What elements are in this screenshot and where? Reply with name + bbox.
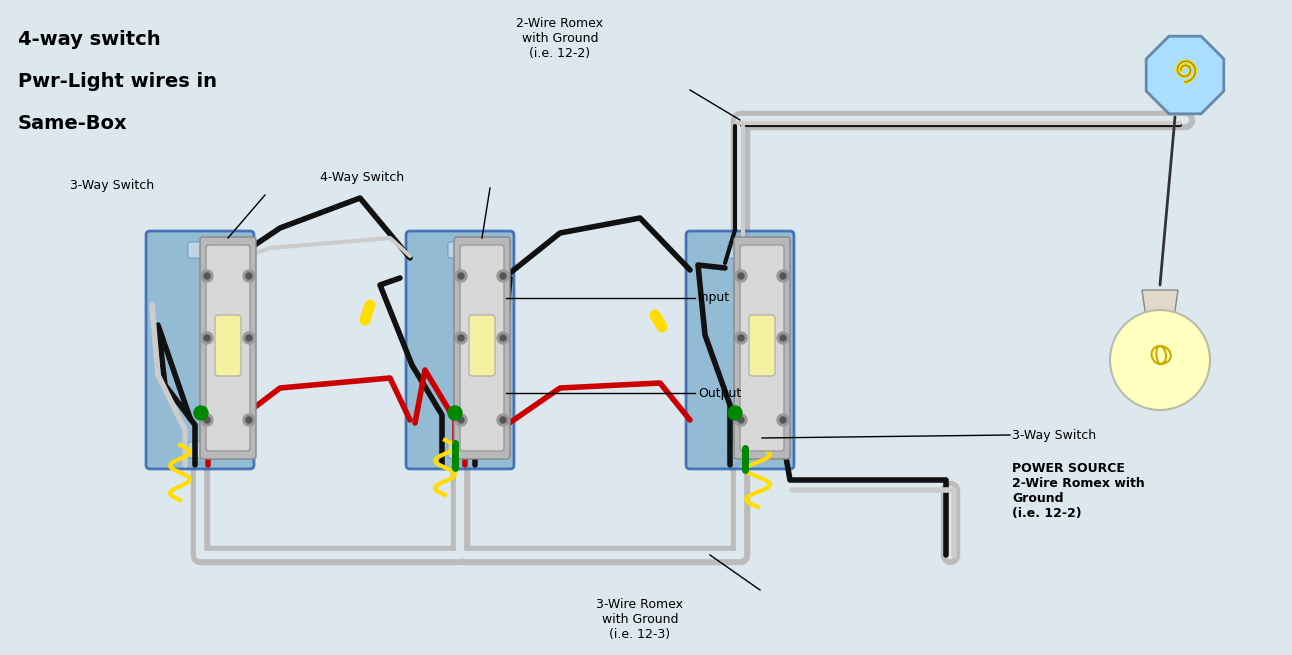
Circle shape bbox=[738, 273, 744, 279]
Circle shape bbox=[245, 273, 252, 279]
Circle shape bbox=[457, 335, 464, 341]
Circle shape bbox=[245, 335, 252, 341]
Circle shape bbox=[780, 335, 786, 341]
Circle shape bbox=[776, 332, 789, 344]
Circle shape bbox=[727, 406, 742, 420]
Circle shape bbox=[243, 332, 255, 344]
Circle shape bbox=[497, 270, 509, 282]
FancyBboxPatch shape bbox=[448, 442, 472, 458]
FancyBboxPatch shape bbox=[189, 442, 212, 458]
FancyBboxPatch shape bbox=[146, 231, 255, 469]
Circle shape bbox=[735, 270, 747, 282]
Circle shape bbox=[202, 414, 213, 426]
Circle shape bbox=[497, 332, 509, 344]
Circle shape bbox=[194, 406, 208, 420]
Circle shape bbox=[738, 335, 744, 341]
FancyBboxPatch shape bbox=[205, 245, 249, 451]
Circle shape bbox=[457, 273, 464, 279]
Circle shape bbox=[204, 417, 211, 423]
FancyBboxPatch shape bbox=[749, 315, 775, 376]
FancyBboxPatch shape bbox=[734, 237, 789, 459]
FancyBboxPatch shape bbox=[448, 242, 472, 258]
FancyBboxPatch shape bbox=[453, 237, 510, 459]
Circle shape bbox=[776, 414, 789, 426]
FancyBboxPatch shape bbox=[214, 315, 242, 376]
Circle shape bbox=[500, 273, 506, 279]
FancyBboxPatch shape bbox=[406, 231, 514, 469]
Circle shape bbox=[1110, 310, 1211, 410]
FancyBboxPatch shape bbox=[686, 231, 795, 469]
Circle shape bbox=[243, 414, 255, 426]
Circle shape bbox=[735, 414, 747, 426]
Text: Input: Input bbox=[698, 291, 730, 305]
Text: 4-Way Switch: 4-Way Switch bbox=[320, 172, 404, 185]
Circle shape bbox=[448, 406, 463, 420]
Circle shape bbox=[204, 335, 211, 341]
Circle shape bbox=[780, 273, 786, 279]
Circle shape bbox=[202, 270, 213, 282]
Circle shape bbox=[204, 273, 211, 279]
FancyBboxPatch shape bbox=[469, 315, 495, 376]
Text: 3-Way Switch: 3-Way Switch bbox=[70, 179, 154, 191]
FancyBboxPatch shape bbox=[727, 442, 752, 458]
FancyBboxPatch shape bbox=[189, 242, 212, 258]
Circle shape bbox=[245, 417, 252, 423]
Circle shape bbox=[243, 270, 255, 282]
FancyBboxPatch shape bbox=[740, 245, 784, 451]
Circle shape bbox=[202, 332, 213, 344]
Text: Same-Box: Same-Box bbox=[18, 114, 128, 133]
Circle shape bbox=[455, 332, 466, 344]
Text: Output: Output bbox=[698, 386, 742, 400]
Text: POWER SOURCE
2-Wire Romex with
Ground
(i.e. 12-2): POWER SOURCE 2-Wire Romex with Ground (i… bbox=[1012, 462, 1145, 520]
Circle shape bbox=[497, 414, 509, 426]
Polygon shape bbox=[1142, 290, 1178, 325]
Circle shape bbox=[455, 270, 466, 282]
Circle shape bbox=[455, 414, 466, 426]
Text: 3-Wire Romex
with Ground
(i.e. 12-3): 3-Wire Romex with Ground (i.e. 12-3) bbox=[597, 598, 683, 641]
Circle shape bbox=[738, 417, 744, 423]
Circle shape bbox=[457, 417, 464, 423]
Text: 2-Wire Romex
with Ground
(i.e. 12-2): 2-Wire Romex with Ground (i.e. 12-2) bbox=[517, 17, 603, 60]
Circle shape bbox=[500, 335, 506, 341]
Text: 4-way switch: 4-way switch bbox=[18, 30, 160, 49]
Circle shape bbox=[780, 417, 786, 423]
Circle shape bbox=[776, 270, 789, 282]
FancyBboxPatch shape bbox=[460, 245, 504, 451]
Circle shape bbox=[735, 332, 747, 344]
FancyBboxPatch shape bbox=[727, 242, 752, 258]
Text: 3-Way Switch: 3-Way Switch bbox=[1012, 428, 1096, 441]
Circle shape bbox=[500, 417, 506, 423]
Polygon shape bbox=[1146, 36, 1224, 114]
Text: Pwr-Light wires in: Pwr-Light wires in bbox=[18, 72, 217, 91]
FancyBboxPatch shape bbox=[200, 237, 256, 459]
